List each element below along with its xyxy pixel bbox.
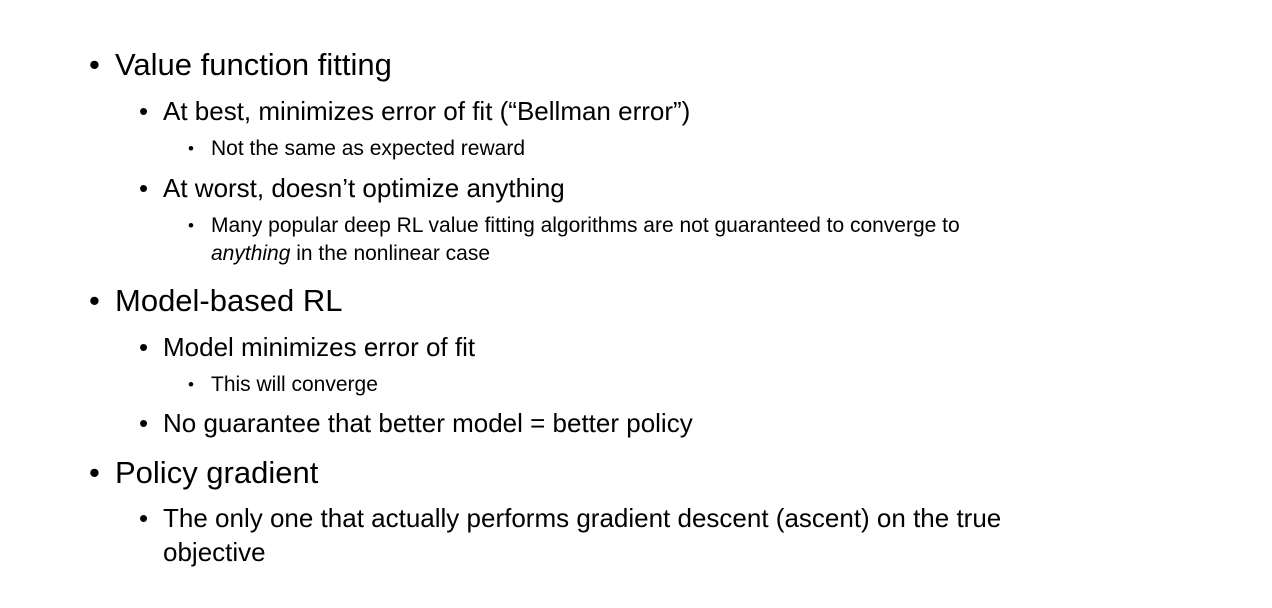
bullet-value-function-fitting: • Value function fitting [89,47,392,83]
bullet-dot: • [89,283,100,318]
bullet-dot: • [89,47,100,82]
bullet-dot: • [89,455,100,490]
bullet-text: Not the same as expected reward [211,137,525,160]
bullet-policy-gradient: • Policy gradient [89,455,319,491]
bullet-dot: • [139,96,149,126]
bullet-dot: • [139,503,149,533]
italic-anything: anything [211,242,291,265]
bullet-many-popular: • Many popular deep RL value fitting alg… [188,212,960,268]
line2-rest: in the nonlinear case [290,242,491,265]
bullet-text: Model minimizes error of fit [163,332,476,362]
bullet-dot: • [188,375,194,394]
bullet-text: This will converge [211,373,378,396]
bullet-text: No guarantee that better model = better … [163,408,693,438]
bullet-text-line1: Many popular deep RL value fitting algor… [211,214,960,237]
bullet-text-line2: objective [163,537,266,567]
bullet-dot: • [139,173,149,203]
bullet-text: Value function fitting [115,47,392,82]
bullet-at-worst: • At worst, doesn’t optimize anything [139,171,565,205]
bullet-text: Policy gradient [115,455,319,490]
bullet-text: At best, minimizes error of fit (“Bellma… [163,96,691,126]
bullet-only-one: • The only one that actually performs gr… [139,501,1002,569]
bullet-at-best: • At best, minimizes error of fit (“Bell… [139,94,691,128]
bullet-text: Model-based RL [115,283,343,318]
bullet-dot: • [139,408,149,438]
bullet-text: At worst, doesn’t optimize anything [163,173,565,203]
bullet-dot: • [188,216,194,235]
bullet-text-line1: The only one that actually performs grad… [163,503,1002,533]
bullet-model-minimizes: • Model minimizes error of fit [139,330,476,364]
bullet-model-based-rl: • Model-based RL [89,283,343,319]
bullet-dot: • [188,139,194,158]
bullet-no-guarantee: • No guarantee that better model = bette… [139,406,693,440]
bullet-not-same: • Not the same as expected reward [188,135,525,163]
bullet-will-converge: • This will converge [188,371,378,399]
bullet-dot: • [139,332,149,362]
bullet-text-line2: anything in the nonlinear case [211,240,960,268]
